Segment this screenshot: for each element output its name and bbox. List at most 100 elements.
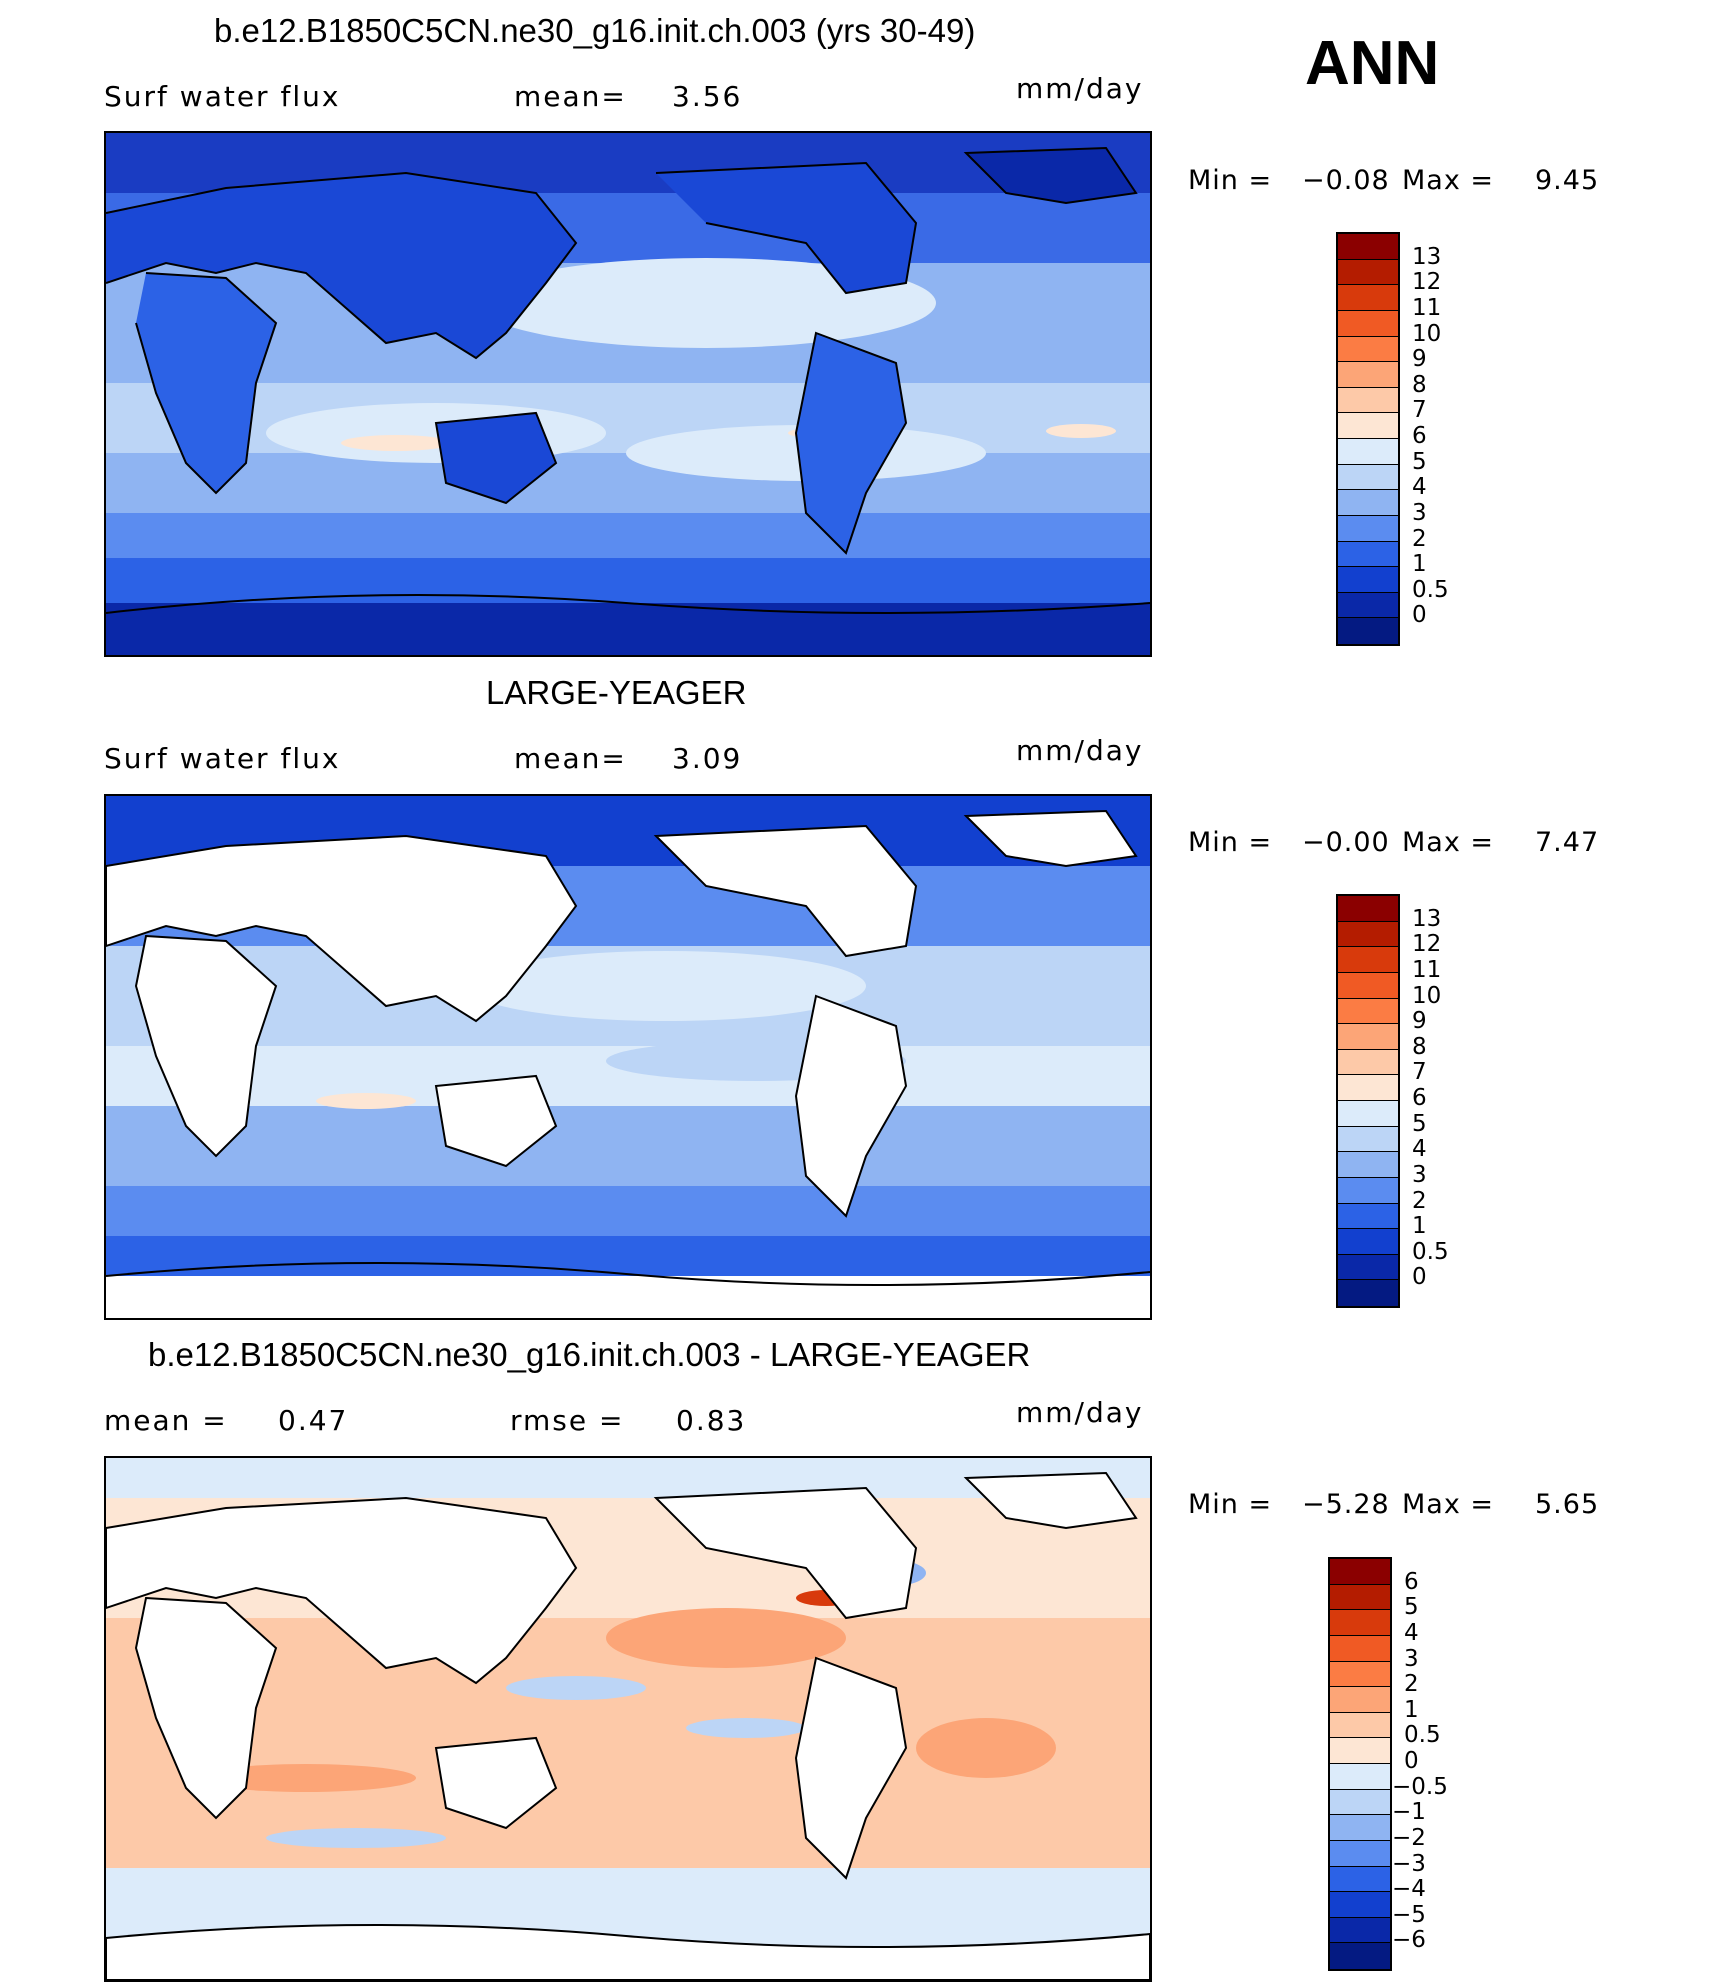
panel2-colorbar: [1336, 894, 1400, 1308]
panel2-colorbar-segment: [1338, 896, 1398, 922]
panel1-colorbar-segment: [1338, 387, 1398, 414]
panel2-colorbar-segment: [1338, 1152, 1398, 1178]
panel1-colorbar-tick-label: 2: [1412, 525, 1427, 552]
panel1-colorbar-segment: [1338, 362, 1398, 388]
panel2-min-label: Min =: [1188, 827, 1273, 858]
panel2-max-value: 7.47: [1535, 827, 1600, 858]
panel1-max-label: Max =: [1402, 165, 1495, 196]
panel1-colorbar-tick-label: 6: [1412, 423, 1427, 449]
panel2-colorbar-tick-label: 12: [1412, 931, 1442, 958]
panel3-colorbar-tick-label: −2: [1392, 1824, 1426, 1851]
panel1-colorbar-tick-label: 11: [1412, 294, 1442, 321]
panel3-colorbar-tick-label: 5: [1404, 1594, 1419, 1621]
panel1-min-value: −0.08: [1302, 165, 1390, 196]
panel3-title: b.e12.B1850C5CN.ne30_g16.init.ch.003 - L…: [148, 1336, 1031, 1373]
panel3-colorbar-segment: [1330, 1712, 1390, 1739]
panel3-colorbar-tick-label: 4: [1404, 1619, 1419, 1646]
panel2-colorbar-tick-label: 7: [1412, 1059, 1427, 1086]
panel1-mean-value: 3.56: [672, 80, 743, 113]
panel2-map-field: [106, 796, 1150, 1318]
panel1-colorbar-segment: [1338, 490, 1398, 516]
panel1-mean-label: mean=: [514, 80, 627, 113]
panel3-min-value: −5.28: [1302, 1489, 1390, 1520]
panel3-colorbar-segment: [1330, 1815, 1390, 1841]
panel1-colorbar-segment: [1338, 515, 1398, 542]
panel3-min-label: Min =: [1188, 1489, 1273, 1520]
panel3-mean-label: mean =: [104, 1404, 228, 1437]
panel1-colorbar-tick-label: 1: [1412, 551, 1427, 578]
panel3-map-field: [106, 1458, 1150, 1980]
panel2-colorbar-tick-label: 0.5: [1412, 1238, 1449, 1265]
panel1-colorbar-segment: [1338, 592, 1398, 619]
panel3-colorbar-tick-label: −1: [1392, 1799, 1426, 1826]
panel1-colorbar: [1336, 232, 1400, 646]
panel3-colorbar-tick-label: 0: [1404, 1748, 1419, 1774]
panel3-colorbar-tick-label: −3: [1392, 1850, 1426, 1877]
panel2-colorbar-segment: [1338, 1280, 1398, 1306]
panel1-colorbar-tick-label: 0: [1412, 602, 1427, 629]
panel1-colorbar-segment: [1338, 618, 1398, 644]
panel1-colorbar-tick-label: 12: [1412, 269, 1442, 296]
panel3-colorbar-segment: [1330, 1610, 1390, 1636]
panel3-colorbar-tick-label: 3: [1404, 1645, 1419, 1672]
panel2-colorbar-tick-label: 11: [1412, 956, 1442, 983]
panel3-colorbar-segment: [1330, 1866, 1390, 1893]
panel3-colorbar-segment: [1330, 1917, 1390, 1944]
panel3-colorbar-tick-label: −5: [1392, 1901, 1426, 1928]
panel3-rmse-value: 0.83: [676, 1404, 747, 1437]
panel3-colorbar-segment: [1330, 1661, 1390, 1688]
panel2-title: LARGE-YEAGER: [486, 674, 747, 711]
panel3-colorbar-segment: [1330, 1687, 1390, 1713]
panel1-colorbar-segment: [1338, 259, 1398, 286]
panel3-colorbar-tick-label: −0.5: [1392, 1773, 1448, 1800]
panel1-colorbar-tick-label: 10: [1412, 320, 1442, 347]
panel2-colorbar-tick-label: 13: [1412, 905, 1442, 932]
panel2-colorbar-tick-label: 8: [1412, 1033, 1427, 1060]
panel1-colorbar-tick-label: 4: [1412, 474, 1427, 501]
panel3-units: mm/day: [1016, 1396, 1144, 1429]
panel3-colorbar-segment: [1330, 1840, 1390, 1867]
panel2-colorbar-segment: [1338, 998, 1398, 1025]
panel2-mean-value: 3.09: [672, 742, 743, 775]
season-label: ANN: [1305, 29, 1440, 98]
panel1-colorbar-segment: [1338, 234, 1398, 260]
panel3-max-value: 5.65: [1535, 1489, 1600, 1520]
panel3-colorbar-segment: [1330, 1584, 1390, 1611]
panel3-colorbar-tick-label: 1: [1404, 1696, 1419, 1723]
panel2-colorbar-segment: [1338, 1024, 1398, 1050]
panel1-colorbar-segment: [1338, 567, 1398, 593]
panel2-colorbar-tick-label: 10: [1412, 982, 1442, 1009]
panel3-colorbar-segment: [1330, 1943, 1390, 1969]
panel3-mean-value: 0.47: [278, 1404, 349, 1437]
panel2-colorbar-segment: [1338, 947, 1398, 973]
panel3-colorbar-segment: [1330, 1892, 1390, 1918]
panel1-colorbar-segment: [1338, 541, 1398, 568]
panel2-max-label: Max =: [1402, 827, 1495, 858]
panel1-colorbar-segment: [1338, 464, 1398, 491]
panel3-rmse-label: rmse =: [510, 1404, 625, 1437]
panel1-colorbar-segment: [1338, 310, 1398, 337]
panel3-colorbar-segment: [1330, 1635, 1390, 1662]
panel2-colorbar-segment: [1338, 1229, 1398, 1255]
panel2-colorbar-segment: [1338, 972, 1398, 999]
panel1-colorbar-segment: [1338, 336, 1398, 363]
panel2-colorbar-segment: [1338, 1075, 1398, 1101]
panel3-colorbar-segment: [1330, 1789, 1390, 1816]
panel1-colorbar-tick-label: 8: [1412, 371, 1427, 398]
panel2-mean-label: mean=: [514, 742, 627, 775]
panel2-colorbar-segment: [1338, 1126, 1398, 1153]
panel1-variable-label: Surf water flux: [104, 80, 341, 113]
panel3-colorbar: [1328, 1557, 1392, 1971]
panel3-colorbar-tick-label: 0.5: [1404, 1722, 1441, 1749]
panel2-units: mm/day: [1016, 734, 1144, 767]
panel2-colorbar-tick-label: 0: [1412, 1264, 1427, 1291]
panel1-colorbar-tick-label: 3: [1412, 499, 1427, 526]
panel1-colorbar-tick-label: 7: [1412, 397, 1427, 424]
panel2-colorbar-segment: [1338, 1203, 1398, 1230]
panel2-colorbar-tick-label: 6: [1412, 1085, 1427, 1111]
panel2-colorbar-tick-label: 9: [1412, 1008, 1427, 1035]
panel3-colorbar-tick-label: 2: [1404, 1671, 1419, 1698]
panel1-colorbar-segment: [1338, 413, 1398, 439]
panel2-min-value: −0.00: [1302, 827, 1390, 858]
panel1-colorbar-tick-label: 13: [1412, 243, 1442, 270]
